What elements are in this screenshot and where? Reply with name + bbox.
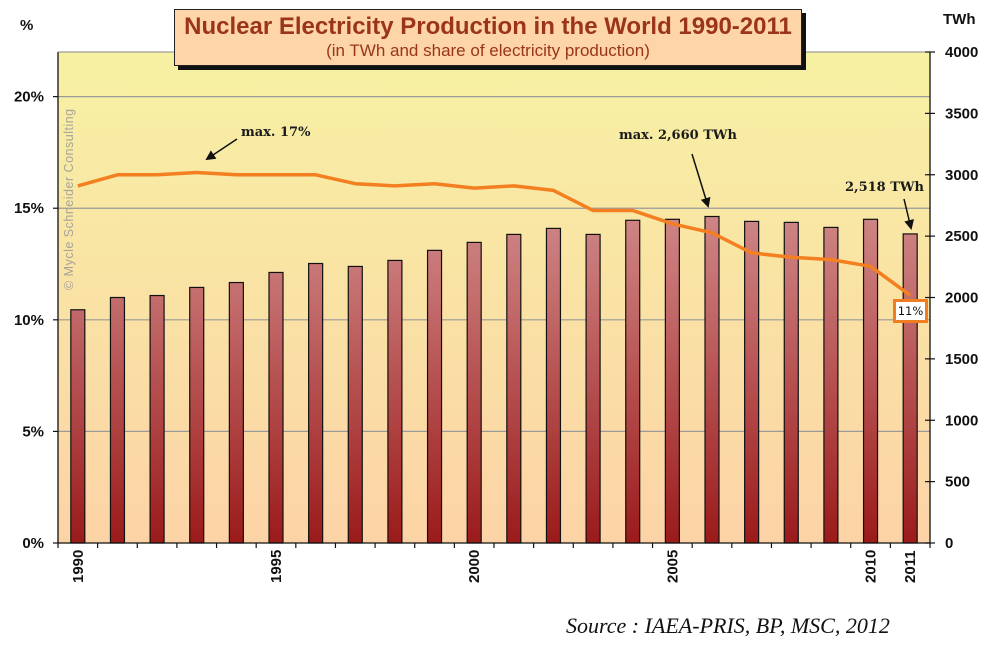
annotation-max-share-arrow xyxy=(205,138,238,161)
bar-2007 xyxy=(744,220,760,544)
annotation-max-production: max. 2,660 TWh xyxy=(619,128,737,143)
left-tick-label: 5% xyxy=(22,423,44,440)
bar-2011 xyxy=(902,233,918,544)
left-tick-label: 10% xyxy=(14,312,44,329)
bar-1995 xyxy=(268,271,284,544)
bar-2001 xyxy=(506,233,522,544)
annotation-2011-production: 2,518 TWh xyxy=(845,180,925,195)
bar-1999 xyxy=(426,249,443,544)
right-axis-title: TWh xyxy=(943,11,975,28)
right-tick-label: 3000 xyxy=(945,167,978,184)
bar-2003 xyxy=(585,233,601,544)
chart-title: Nuclear Electricity Production in the Wo… xyxy=(184,13,792,40)
share-line-series xyxy=(77,170,912,297)
x-tick-label: 2010 xyxy=(863,550,880,583)
bar-2002 xyxy=(545,227,562,544)
bar-2006 xyxy=(704,215,720,544)
bar-2009 xyxy=(823,226,839,544)
right-tick-label: 4000 xyxy=(945,44,978,61)
bar-2000 xyxy=(466,241,482,544)
annotation-max-production-arrow xyxy=(691,153,711,208)
right-tick-label: 500 xyxy=(945,474,970,491)
right-tick-label: 1500 xyxy=(945,351,978,368)
right-tick-label: 1000 xyxy=(945,412,978,429)
left-axis: 0% 5% 10% 15% 20% xyxy=(14,89,58,552)
bar-1991 xyxy=(109,296,126,544)
chart-subtitle: (in TWh and share of electricity product… xyxy=(326,41,650,60)
x-tick-label: 1995 xyxy=(268,550,285,583)
right-tick-label: 3500 xyxy=(945,105,978,122)
watermark: © Mycle Schneider Consulting xyxy=(62,108,76,290)
bar-2004 xyxy=(625,219,641,544)
bar-series xyxy=(70,215,918,544)
annotation-max-share: max. 17% xyxy=(241,125,311,140)
right-tick-label: 2500 xyxy=(945,228,978,245)
chart-title-box: Nuclear Electricity Production in the Wo… xyxy=(174,9,802,66)
bar-2008 xyxy=(783,221,799,544)
x-tick-label: 2000 xyxy=(466,550,483,583)
bar-1993 xyxy=(189,286,205,544)
x-tick-label: 2005 xyxy=(664,550,681,583)
left-tick-label: 20% xyxy=(14,89,44,106)
right-tick-label: 0 xyxy=(945,535,953,552)
bar-1994 xyxy=(228,281,244,544)
x-tick-label: 2011 xyxy=(902,550,919,583)
left-tick-label: 15% xyxy=(14,200,44,217)
annotations: max. 17% max. 2,660 TWh 2,518 TWh xyxy=(205,125,925,230)
x-tick-label: 1990 xyxy=(70,550,87,583)
right-tick-label: 2000 xyxy=(945,290,978,307)
bar-1998 xyxy=(387,259,403,544)
plot-area xyxy=(58,52,930,543)
left-tick-label: 0% xyxy=(22,535,44,552)
right-axis: 0 500 1000 1500 2000 2500 3000 3500 4000 xyxy=(925,44,978,552)
bar-1990 xyxy=(70,309,86,544)
source-note: Source : IAEA-PRIS, BP, MSC, 2012 xyxy=(566,613,890,638)
annotation-2011-share: 11% xyxy=(893,299,928,323)
bar-1996 xyxy=(308,262,324,544)
annotation-2011-production-arrow xyxy=(903,198,914,230)
bar-1992 xyxy=(149,294,165,544)
x-axis: 1990 1995 2000 2005 2010 2011 xyxy=(57,543,931,583)
left-axis-title: % xyxy=(20,17,33,34)
bar-1997 xyxy=(347,265,363,544)
bar-2005 xyxy=(664,218,680,544)
